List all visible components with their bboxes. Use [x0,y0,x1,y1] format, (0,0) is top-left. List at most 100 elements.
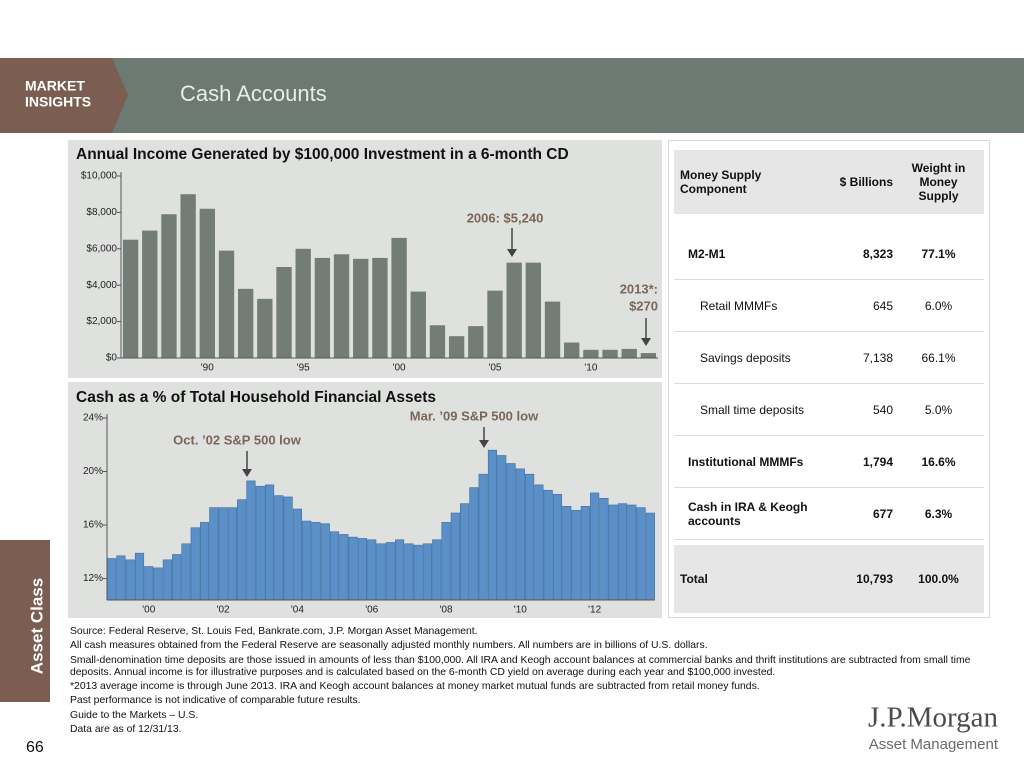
bar [142,230,158,358]
y-tick-label: $10,000 [81,171,118,182]
bar [218,250,235,358]
bar [134,552,145,601]
bar [645,512,655,601]
bar [404,543,414,601]
bar [264,484,275,601]
bar [372,257,388,358]
x-tick-label: '95 [297,363,310,374]
logo-name: J.P.Morgan [868,702,998,734]
bar [571,510,581,601]
bar [199,208,215,358]
bar [181,543,191,601]
bar [314,257,331,358]
bar [562,506,572,601]
bar [144,566,154,601]
y-tick-label: $4,000 [86,280,117,291]
annotation: 2006: $5,240 [467,210,544,225]
bar [172,554,182,601]
header-band [0,58,1024,133]
side-tab [0,540,50,702]
bar [116,555,126,601]
footnote: All cash measures obtained from the Fede… [70,640,708,652]
table-cell: Small time deposits [700,402,805,417]
bar [190,527,200,601]
bar [468,326,484,358]
table-cell: 540 [872,402,893,417]
x-tick-label: '08 [439,605,452,616]
bar [125,559,135,601]
table-row: Savings deposits 7,138 66.1% [674,332,984,384]
bar [525,262,542,358]
table-row: Cash in IRA & Keogh accounts 677 6.3% [674,488,984,540]
x-tick-label: '00 [393,363,406,374]
table-cell: 1,794 [862,454,893,469]
y-tick-label: $8,000 [86,207,117,218]
annotation: 2013*: [620,281,658,296]
table-cell: 77.1% [921,246,956,261]
table-cell: 8,323 [862,246,893,261]
bar [441,522,451,601]
bar [367,539,377,601]
bar [376,543,386,601]
bar [608,504,618,601]
bar [153,567,163,601]
table-total-row: Total 10,793 100.0% [674,545,984,613]
bar [311,522,321,601]
x-tick-label: '05 [488,363,501,374]
x-tick-label: '00 [142,605,155,616]
bar [348,536,358,601]
table-row: Retail MMMFs 645 6.0% [674,280,984,332]
x-tick-label: '12 [588,605,601,616]
table-cell: 7,138 [862,350,893,365]
x-tick-label: '90 [201,363,214,374]
table-header: Money Supply Component $ Billions Weight i… [674,150,984,214]
footnote: Source: Federal Reserve, St. Louis Fed, … [70,626,478,637]
annotation-arrow [479,440,489,448]
table-cell: Savings deposits [700,350,791,365]
bar [276,267,292,358]
x-tick-label: '10 [514,605,527,616]
table-row: Small time deposits 540 5.0% [674,384,984,436]
bar [122,239,139,358]
table-cell: Retail MMMFs [700,298,778,313]
header-cell: $ Billions [839,175,893,189]
table-cell: 5.0% [924,402,953,417]
bar [257,298,273,358]
chart-title: Annual Income Generated by $100,000 Inve… [76,146,569,163]
bar [180,194,196,358]
header-cell: Money Supply Component [680,168,762,196]
table-cell: M2-M1 [688,246,726,261]
bar [422,543,433,601]
bar [564,342,580,358]
annotation-arrow [507,249,517,257]
table-cell: Institutional MMMFs [688,454,804,469]
annotation: Mar. ’09 S&P 500 low [410,408,539,423]
bar [209,507,219,601]
y-tick-label: 16% [83,520,103,531]
bar [599,497,609,601]
table: Money Supply Component $ Billions Weight i… [668,140,990,618]
annotation: Oct. ’02 S&P 500 low [173,432,302,447]
bar [302,520,312,601]
bar [237,288,254,358]
table-cell: 10,793 [856,572,893,586]
bar [218,507,228,601]
bar [450,512,460,601]
bar [460,503,470,601]
annotation-arrow [242,469,252,477]
bar [413,544,423,601]
bar [506,262,522,358]
bar [391,237,407,358]
x-tick-label: '06 [365,605,378,616]
table-cell: 677 [872,506,893,521]
bar [283,496,293,601]
bar [339,534,349,601]
bar [357,538,367,601]
table-cell: 16.6% [921,454,956,469]
bar [395,539,405,601]
bar [544,301,561,358]
bar [525,473,535,601]
bar [320,523,330,601]
